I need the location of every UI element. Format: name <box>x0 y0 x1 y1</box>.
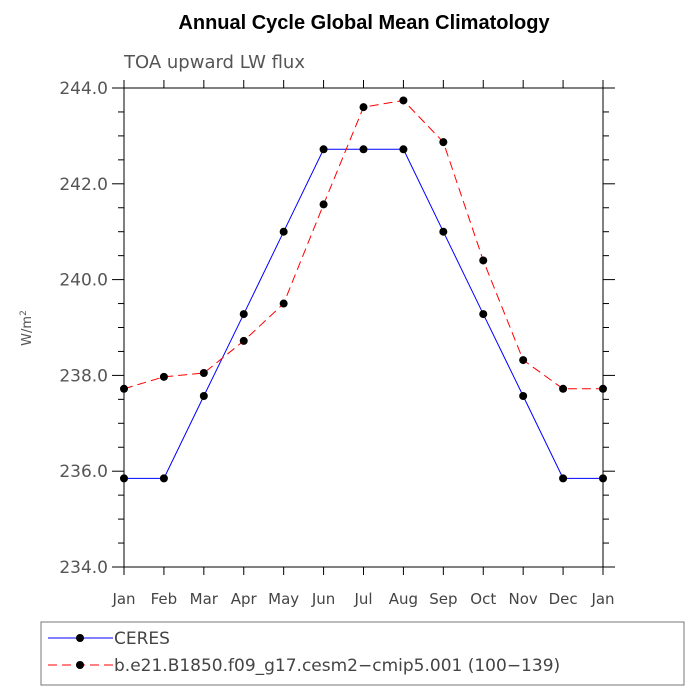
y-tick-label: 236.0 <box>59 462 108 482</box>
x-tick-label: Aug <box>389 590 418 608</box>
y-tick-label: 234.0 <box>59 558 108 578</box>
data-point-s1 <box>159 372 168 381</box>
legend-marker-0 <box>76 634 84 642</box>
x-tick-label: May <box>268 590 299 608</box>
legend: CERES b.e21.B1850.f09_g17.cesm2−cmip5.001… <box>48 629 560 676</box>
data-point-s1 <box>439 138 448 147</box>
x-tick-labels: Jan Feb Mar Apr May Jun Jul Aug Sep Oct Nov Dec Jan <box>111 590 614 608</box>
series-line-0 <box>124 148 603 479</box>
x-tick-label: Jun <box>311 590 335 608</box>
data-point-s0 <box>439 227 448 236</box>
data-point-s1 <box>479 256 488 265</box>
data-point-s0 <box>279 227 288 236</box>
data-point-s0 <box>399 145 408 154</box>
data-point-s1 <box>399 96 408 105</box>
data-point-s0 <box>519 391 528 400</box>
x-tick-label: Feb <box>151 590 178 608</box>
x-tick-label: Dec <box>549 590 578 608</box>
x-tick-label: Mar <box>190 590 219 608</box>
data-point-s0 <box>359 145 368 154</box>
data-point-s1 <box>519 356 528 365</box>
data-point-s0 <box>559 474 568 483</box>
legend-marker-1 <box>76 661 84 669</box>
series-layer <box>120 96 607 483</box>
data-point-s1 <box>120 384 128 393</box>
x-tick-label: Jan <box>590 590 614 608</box>
data-point-s0 <box>319 145 328 154</box>
data-point-s1 <box>319 200 328 209</box>
y-tick-labels: 234.0 236.0 238.0 240.0 242.0 244.0 <box>59 79 108 578</box>
y-tick-label: 242.0 <box>59 175 108 195</box>
x-tick-label: Oct <box>470 590 496 608</box>
y-tick-label: 238.0 <box>59 366 108 386</box>
x-tick-label: Jul <box>353 590 372 608</box>
data-point-s0 <box>239 310 248 319</box>
y-tick-label: 240.0 <box>59 271 108 291</box>
chart-title: Annual Cycle Global Mean Climatology <box>178 12 550 34</box>
data-point-s1 <box>359 103 368 112</box>
series-line-1 <box>123 99 603 390</box>
y-tick-label: 244.0 <box>59 79 108 99</box>
data-point-s0 <box>599 474 607 483</box>
legend-box <box>40 621 685 686</box>
plot-frame <box>123 87 604 568</box>
data-point-s1 <box>559 384 568 393</box>
data-point-s0 <box>199 391 208 400</box>
data-point-s0 <box>120 474 128 483</box>
data-point-s0 <box>159 474 168 483</box>
x-tick-label: Sep <box>429 590 457 608</box>
data-point-s1 <box>239 336 248 345</box>
data-point-s1 <box>279 299 288 308</box>
data-point-s1 <box>599 384 607 393</box>
data-point-s1 <box>199 369 208 378</box>
x-tick-label: Nov <box>509 590 538 608</box>
x-tick-label: Apr <box>231 590 258 608</box>
x-tick-label: Jan <box>111 590 135 608</box>
data-point-s0 <box>479 310 488 319</box>
legend-label-1: b.e21.B1850.f09_g17.cesm2−cmip5.001 (100… <box>114 656 560 676</box>
y-axis-label: W/m2 <box>19 310 35 346</box>
axis-ticks <box>112 80 615 575</box>
legend-label-0: CERES <box>114 629 170 649</box>
chart-subtitle: TOA upward LW flux <box>123 52 305 73</box>
